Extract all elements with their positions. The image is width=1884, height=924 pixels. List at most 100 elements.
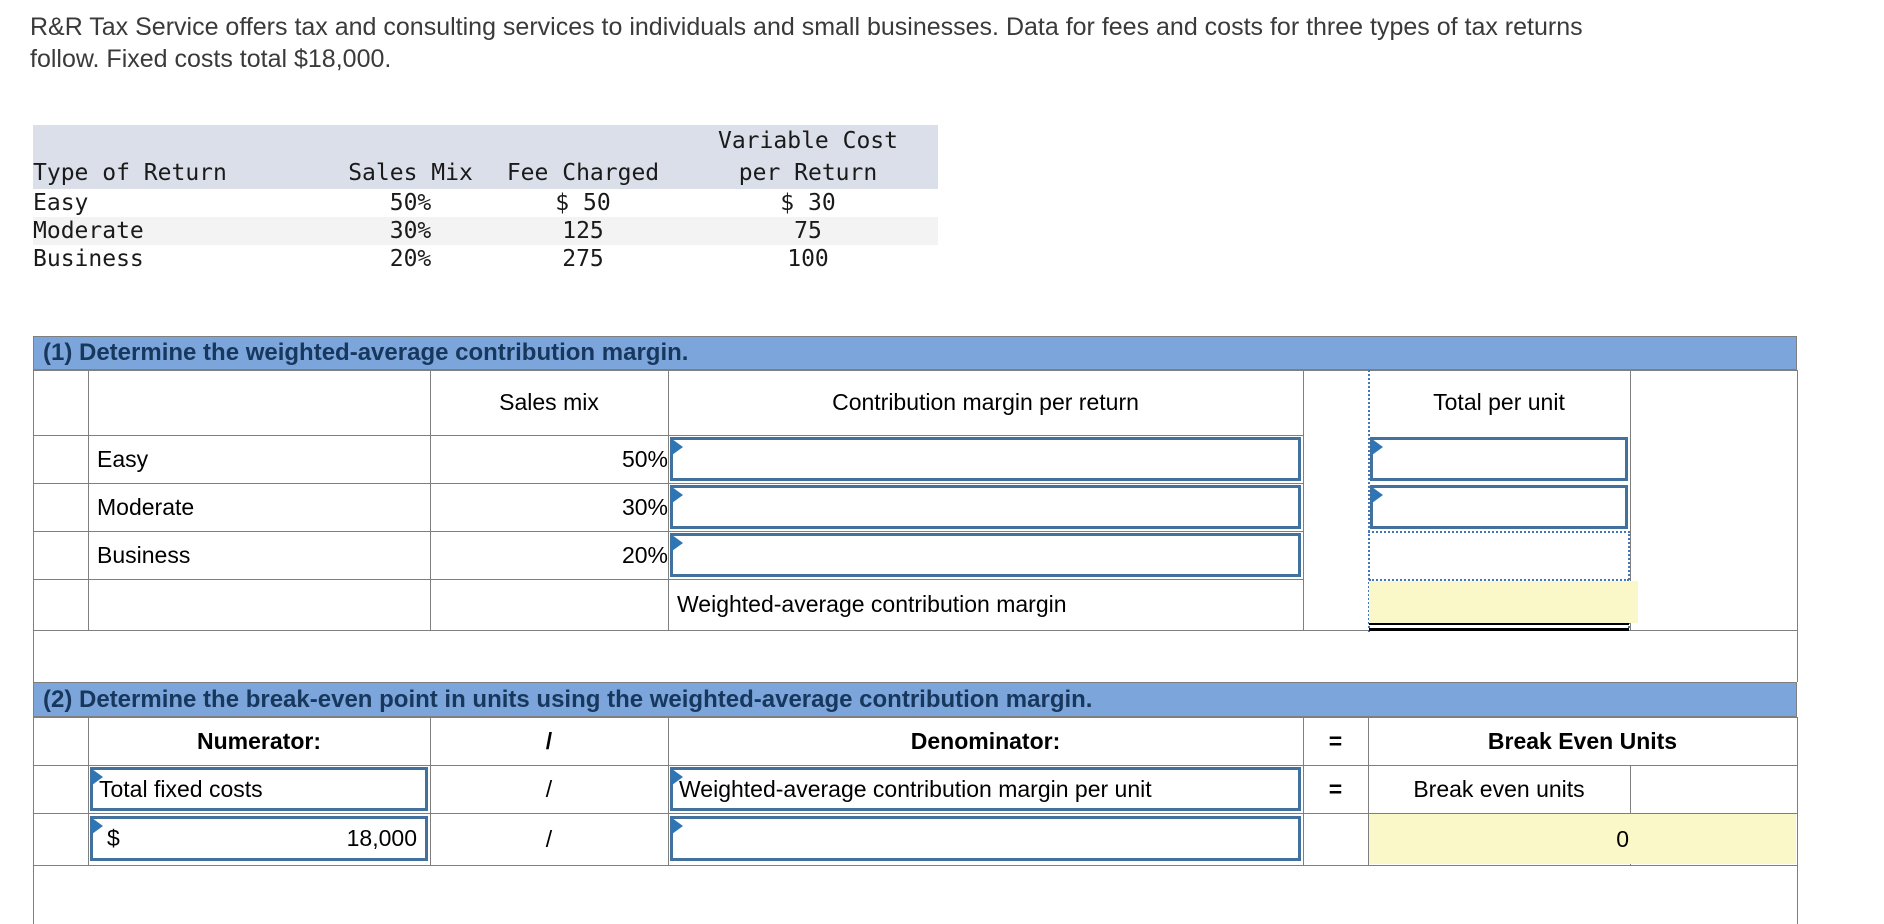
fees-business-vc: 100 [787, 246, 829, 272]
grid-line [88, 370, 89, 630]
weighted-average-cm-label: Weighted-average contribution margin [677, 591, 1067, 617]
grid-line [668, 370, 669, 630]
fees-header-type: Type of Return [33, 160, 227, 186]
section1-title-bar: (1) Determine the weighted-average contr… [33, 336, 1797, 370]
denominator-label-value: Weighted-average contribution margin per… [679, 775, 1152, 802]
grid-line [33, 717, 1798, 718]
grid-line [33, 765, 1798, 766]
grid-line [33, 865, 34, 924]
cm-input-business[interactable] [670, 533, 1301, 577]
fees-moderate-fee: 125 [562, 218, 604, 244]
fixed-costs-amount: 18,000 [346, 825, 417, 851]
fees-header-variable-cost: Variable Cost [717, 128, 898, 154]
grid-line [88, 717, 89, 865]
numerator-label-input[interactable]: Total fixed costs [90, 767, 428, 811]
cm-input-easy[interactable] [670, 437, 1301, 481]
section2-title: (2) Determine the break-even point in un… [43, 685, 1093, 713]
grid-line [1797, 370, 1798, 630]
grid-line [33, 630, 34, 682]
break-even-units-label: Break even units [1413, 775, 1585, 802]
fees-easy-mix: 50% [389, 190, 432, 216]
grid-line [33, 370, 1798, 371]
grid-line [33, 370, 34, 630]
fees-business-type: Business [33, 246, 144, 272]
sales-mix-moderate: 30% [621, 493, 668, 520]
total-cell-business [1370, 533, 1628, 577]
row-label-easy: Easy [97, 445, 149, 472]
fixed-costs-amount-input[interactable]: $ 18,000 [90, 816, 428, 861]
sales-mix-business: 20% [621, 541, 668, 568]
fees-easy-vc: $ 30 [780, 190, 836, 216]
selection-dotted-border [1369, 579, 1629, 581]
input-marker-icon [672, 769, 683, 785]
fees-header-empty-1 [33, 125, 333, 157]
numerator-label-value: Total fixed costs [99, 775, 263, 802]
fees-row-business: Business 20% 275 100 [33, 245, 938, 273]
total-input-moderate[interactable] [1370, 485, 1628, 529]
header-denominator: Denominator: [910, 727, 1061, 754]
sales-mix-easy: 50% [621, 445, 668, 472]
weighted-average-cm-result-cell [1369, 581, 1638, 623]
fees-easy-type: Easy [33, 190, 89, 216]
fees-business-mix: 20% [389, 246, 432, 272]
row1-divide-sign: / [545, 775, 553, 802]
denominator-amount-input[interactable] [670, 816, 1301, 861]
input-marker-icon [672, 439, 683, 455]
grid-line [33, 813, 1798, 814]
grid-line [33, 630, 1798, 631]
fees-header-empty-2 [333, 125, 488, 157]
grid-line [1630, 370, 1631, 630]
grid-line [430, 717, 431, 865]
fees-row-easy: Easy 50% $ 50 $ 30 [33, 189, 938, 217]
break-even-extra-result-cell [1631, 814, 1796, 864]
double-underline [1369, 623, 1629, 631]
input-marker-icon [92, 818, 103, 834]
input-marker-icon [92, 769, 103, 785]
fees-business-fee: 275 [562, 246, 604, 272]
fees-header-row-2: Type of Return Sales Mix Fee Charged per… [33, 157, 938, 189]
header-equals-sign: = [1328, 727, 1343, 754]
cm-input-moderate[interactable] [670, 485, 1301, 529]
selection-dotted-border [1368, 370, 1370, 632]
break-even-units-result-cell: 0 [1369, 814, 1639, 864]
grid-line [33, 717, 34, 865]
row-label-business: Business [97, 541, 191, 568]
section1-title: (1) Determine the weighted-average contr… [43, 339, 689, 366]
fees-header-empty-3 [488, 125, 678, 157]
section2-title-bar: (2) Determine the break-even point in un… [33, 682, 1797, 717]
fees-header-mix: Sales Mix [348, 160, 473, 186]
denominator-label-input[interactable]: Weighted-average contribution margin per… [670, 767, 1301, 811]
fees-table: Variable Cost Type of Return Sales Mix F… [33, 125, 938, 273]
grid-line [1303, 717, 1304, 865]
grid-line [430, 370, 431, 630]
col-header-cm-per-return: Contribution margin per return [832, 389, 1139, 415]
header-numerator: Numerator: [197, 727, 321, 754]
total-input-easy[interactable] [1370, 437, 1628, 481]
grid-line [1368, 717, 1369, 865]
selection-dotted-border [1368, 531, 1630, 533]
row2-divide-sign: / [545, 825, 553, 852]
fees-moderate-vc: 75 [794, 218, 822, 244]
grid-line [1797, 630, 1798, 682]
input-marker-icon [672, 487, 683, 503]
grid-line [1797, 865, 1798, 924]
fees-row-moderate: Moderate 30% 125 75 [33, 217, 938, 245]
grid-line [1797, 717, 1798, 865]
grid-line [1303, 370, 1304, 630]
col-header-sales-mix: Sales mix [499, 389, 599, 415]
fees-easy-fee: $ 50 [555, 190, 611, 216]
input-marker-icon [672, 818, 683, 834]
header-divide-sign: / [545, 727, 553, 754]
row-label-moderate: Moderate [97, 493, 195, 520]
selection-dotted-border [1628, 531, 1630, 628]
row1-equals-sign: = [1328, 775, 1343, 802]
currency-symbol: $ [107, 825, 120, 851]
fees-moderate-mix: 30% [389, 218, 432, 244]
fees-header-row-1: Variable Cost [33, 125, 938, 157]
input-marker-icon [672, 535, 683, 551]
col-header-total-per-unit: Total per unit [1433, 389, 1565, 415]
fees-moderate-type: Moderate [33, 218, 144, 244]
fees-header-fee: Fee Charged [506, 160, 660, 186]
input-marker-icon [1372, 439, 1383, 455]
